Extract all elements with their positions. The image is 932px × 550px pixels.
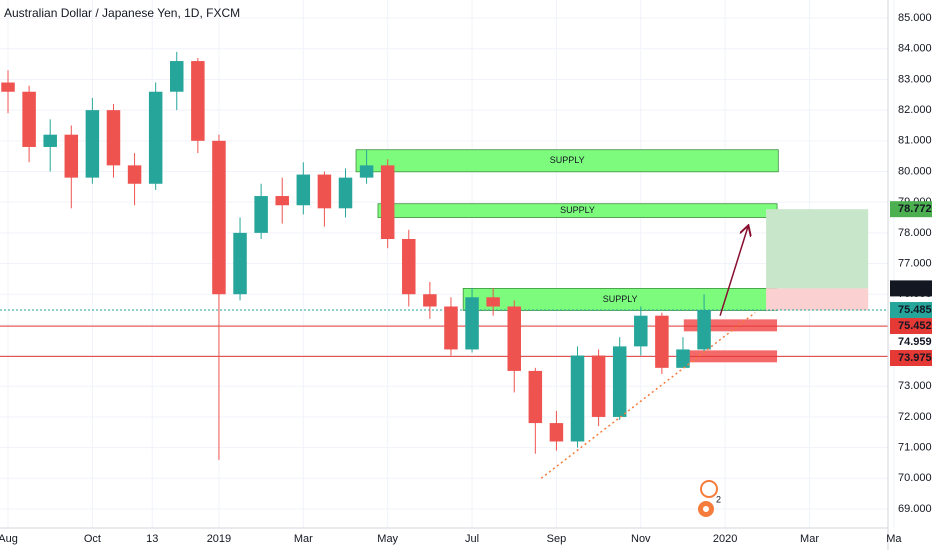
candle-body: [634, 315, 648, 347]
candle-body: [1, 82, 15, 92]
candle-body: [676, 349, 690, 368]
y-tick-label: 69.000: [898, 503, 932, 515]
price-label: 75.452: [898, 320, 932, 332]
candle-body: [528, 370, 543, 424]
candle-body: [233, 232, 247, 295]
x-tick-label: 2019: [207, 533, 231, 545]
candle-body: [43, 134, 57, 147]
x-tick-label: Ma: [886, 533, 902, 545]
x-tick-label: May: [377, 533, 398, 545]
candle-body: [444, 306, 458, 350]
candle-body: [85, 110, 100, 178]
candle-body: [106, 110, 121, 166]
candle-body: [127, 165, 142, 184]
y-tick-label: 73.000: [898, 380, 932, 392]
candle-body: [380, 165, 395, 239]
price-label-box: [890, 201, 932, 218]
candle-body: [212, 140, 226, 295]
event-badge: 2: [716, 494, 721, 504]
zone: [683, 319, 778, 332]
price-label: 75.485: [898, 304, 932, 316]
candle-body: [359, 165, 374, 178]
candle-body: [148, 91, 163, 184]
event-icon[interactable]: [700, 480, 718, 498]
candle-body: [423, 294, 437, 307]
y-tick-label: 78.000: [898, 227, 932, 239]
trend-line: [540, 312, 756, 479]
x-tick-label: Oct: [84, 533, 101, 545]
y-tick-label: 80.000: [898, 165, 932, 177]
y-tick-label: 77.000: [898, 257, 932, 269]
candle-body: [655, 315, 669, 368]
candle-body: [22, 91, 36, 147]
x-tick-label: 13: [146, 533, 158, 545]
zone-label: SUPPLY: [603, 294, 638, 304]
candle-body: [296, 174, 311, 206]
zone: [766, 288, 869, 311]
price-label: 76.190: [898, 282, 932, 294]
x-tick-label: Aug: [0, 533, 18, 545]
price-label-box: [890, 318, 932, 335]
chart-title: Australian Dollar / Japanese Yen, 1D, FX…: [4, 6, 240, 20]
projection-arrow: [719, 227, 748, 316]
y-tick-label: 85.000: [898, 12, 932, 24]
zone-label: SUPPLY: [560, 205, 595, 215]
candle-body: [507, 306, 521, 371]
x-tick-label: Jul: [465, 533, 479, 545]
candle-body: [191, 61, 205, 141]
y-tick-label: 83.000: [898, 73, 932, 85]
price-label: 74.959: [898, 336, 932, 348]
y-tick-label: 84.000: [898, 43, 932, 55]
candle-body: [64, 134, 79, 178]
candle-body: [591, 355, 606, 417]
price-label-box: [890, 350, 932, 367]
candle-body: [697, 310, 711, 350]
zone: [766, 209, 869, 289]
price-label: 73.975: [898, 352, 932, 364]
y-tick-label: 82.000: [898, 104, 932, 116]
candle-body: [486, 297, 500, 307]
x-tick-label: Mar: [294, 533, 313, 545]
candle-body: [465, 297, 479, 350]
x-tick-label: Nov: [631, 533, 651, 545]
x-tick-label: 2020: [713, 533, 737, 545]
x-tick-label: Mar: [800, 533, 819, 545]
zone-label: SUPPLY: [550, 155, 585, 165]
price-label-box: [890, 280, 932, 297]
y-tick-label: 70.000: [898, 472, 932, 484]
candle-body: [317, 174, 332, 209]
candle-body: [338, 177, 353, 209]
candle-body: [254, 196, 268, 233]
zone: [355, 149, 779, 173]
candle-body: [275, 196, 289, 206]
candle-body: [170, 61, 184, 92]
plot-area: SUPPLY SUPPLY SUPPLY: [0, 0, 895, 528]
candle-body: [570, 355, 585, 442]
candle-body: [402, 238, 416, 295]
x-tick-label: Sep: [547, 533, 567, 545]
y-tick-label: 71.000: [898, 442, 932, 454]
y-tick-label: 72.000: [898, 411, 932, 423]
price-label: 78.772: [898, 203, 932, 215]
candle-body: [612, 346, 627, 417]
candle-body: [549, 423, 564, 442]
y-tick-label: 81.000: [898, 135, 932, 147]
price-label-box: [890, 302, 932, 319]
price-label-box: [890, 334, 932, 351]
event-icon-dot: [703, 506, 709, 512]
